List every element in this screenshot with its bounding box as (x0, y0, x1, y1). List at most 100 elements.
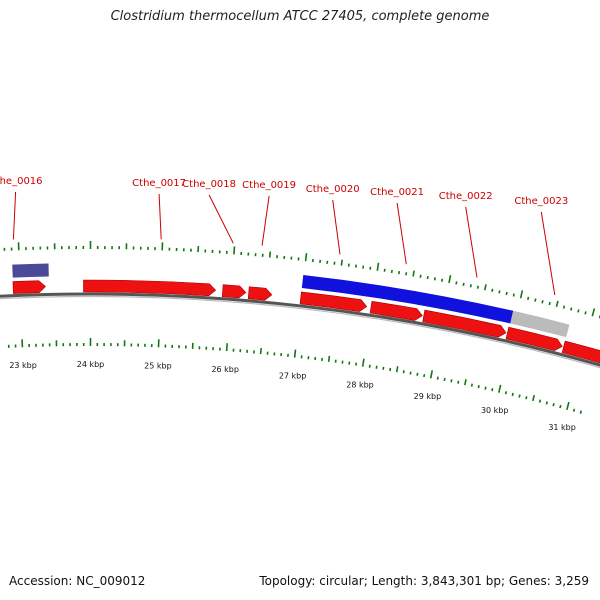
inner-tick (532, 394, 536, 402)
accession-footer: Accession: NC_009012 (9, 574, 145, 588)
genes-label: Genes: (508, 574, 551, 588)
scale-label: 27 kbp (279, 372, 307, 381)
inner-tick (572, 408, 576, 412)
outer-tick (405, 272, 408, 276)
scale-label: 31 kbp (548, 423, 576, 432)
outer-tick (484, 284, 487, 291)
gene-label-leader (396, 202, 407, 265)
inner-tick (559, 404, 562, 409)
gene-arrow (369, 300, 423, 321)
inner-tick (504, 391, 508, 395)
outer-tick (340, 259, 343, 266)
inner-tick (579, 410, 583, 414)
inner-tick (368, 364, 371, 368)
gene-arrow (561, 340, 600, 364)
outer-tick (233, 246, 236, 255)
inner-tick (436, 376, 439, 380)
gene-arrow (247, 286, 273, 301)
outer-tick (426, 275, 429, 280)
scale-label: 25 kbp (144, 361, 172, 370)
outer-tick (541, 300, 544, 304)
outer-tick (505, 291, 508, 296)
inner-tick (416, 372, 419, 376)
gene-label-leader (208, 194, 234, 244)
inner-tick (259, 348, 262, 355)
outer-tick (390, 269, 393, 274)
scale-label: 24 kbp (77, 360, 105, 369)
outer-tick (548, 301, 551, 306)
outer-tick (462, 282, 465, 286)
inner-tick (429, 370, 433, 379)
inner-tick (498, 384, 502, 393)
gene-label: Cthe_0020 (306, 184, 360, 195)
inner-tick (518, 394, 521, 398)
gene-arrow (505, 326, 563, 351)
inner-tick (552, 402, 555, 407)
inner-tick (327, 355, 331, 362)
tick-layer (3, 241, 600, 414)
inner-tick (225, 343, 228, 352)
outer-tick (455, 281, 458, 285)
inner-tick (443, 377, 446, 382)
feature-bar (510, 310, 570, 338)
genome-summary: Topology: circular; Length: 3,843,301 bp… (259, 574, 589, 588)
gene-label-leader (540, 211, 556, 296)
feature-bar (12, 263, 49, 278)
inner-tick (395, 366, 399, 373)
gene-arrow (12, 280, 46, 294)
topology-value: circular (319, 574, 364, 588)
map-title: Clostridium thermocellum ATCC 27405, com… (110, 9, 490, 24)
outer-tick (419, 274, 422, 278)
gene-label: Cthe_0017 (132, 178, 186, 189)
gene-arrow (221, 284, 247, 299)
gene-label: Cthe_0018 (182, 179, 236, 190)
gene-label-leader (465, 206, 478, 278)
gene-arrow (83, 279, 217, 297)
length-value: 3,843,301 bp (420, 574, 501, 588)
outer-tick (268, 251, 272, 258)
scale-label-layer: 23 kbp 24 kbp 25 kbp 26 kbp 27 kbp 28 kbp 29 k… (9, 360, 576, 432)
outer-tick (383, 268, 386, 272)
gene-label-leader (158, 193, 162, 240)
backbone-arc (0, 292, 600, 367)
inner-tick (511, 392, 514, 397)
outer-tick (498, 290, 501, 294)
outer-tick (584, 311, 587, 315)
inner-tick (464, 379, 467, 386)
outer-tick (476, 285, 479, 289)
gene-label-leader (332, 199, 341, 255)
inner-tick (477, 384, 480, 389)
outer-tick (491, 288, 494, 292)
outer-tick (433, 277, 436, 281)
inner-tick (525, 396, 528, 400)
outer-tick (534, 298, 537, 302)
inner-tick (484, 386, 487, 390)
inner-tick (423, 373, 426, 378)
scale-label: 23 kbp (9, 361, 37, 370)
gene-label: Cthe_0019 (242, 180, 296, 191)
length-label: Length: (371, 574, 418, 588)
gene-label: Cthe_0016 (0, 176, 43, 187)
topology-label: Topology: (259, 574, 316, 588)
outer-tick (591, 308, 596, 317)
outer-tick (527, 296, 530, 300)
outer-tick (441, 278, 444, 282)
inner-tick (566, 401, 570, 411)
scale-label: 29 kbp (414, 392, 442, 401)
inner-tick (545, 401, 548, 405)
gene-label: Cthe_0021 (370, 187, 424, 198)
inner-tick (361, 358, 365, 367)
outer-tick (562, 305, 566, 309)
gene-layer (12, 279, 600, 364)
inner-tick (402, 370, 405, 374)
outer-tick (519, 290, 524, 299)
scale-label: 30 kbp (481, 406, 509, 415)
inner-tick (450, 379, 453, 383)
outer-tick (362, 265, 365, 269)
gene-label: Cthe_0022 (439, 191, 493, 202)
outer-tick (469, 284, 472, 288)
inner-tick (491, 388, 494, 392)
backbone-arc-highlight (0, 295, 600, 369)
